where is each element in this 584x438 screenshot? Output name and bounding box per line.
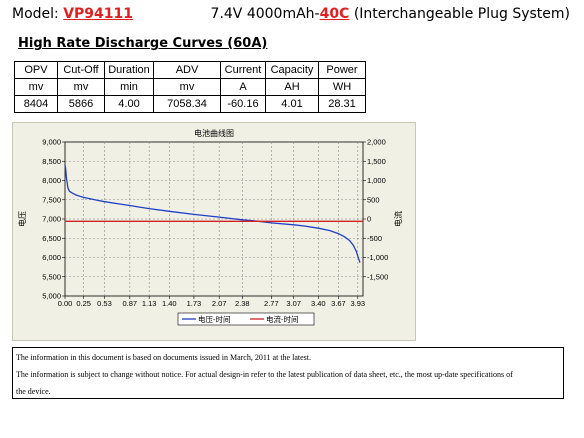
table-cell: -60.16: [220, 95, 266, 113]
x-tick-label: 3.40: [311, 299, 326, 308]
y2-axis-label: 电流: [393, 211, 403, 227]
x-tick-label: 1.40: [162, 299, 177, 308]
y2-tick-label: 1,500: [367, 157, 386, 166]
table-header-row: OPV Cut-Off Duration ADV Current Capacit…: [14, 61, 366, 79]
table-cell: mv: [153, 78, 221, 96]
section-title-text: High Rate Discharge Curves (60A): [18, 36, 268, 51]
y-tick-label: 8,500: [42, 157, 61, 166]
table-cell: WH: [318, 78, 366, 96]
discharge-spec-table: OPV Cut-Off Duration ADV Current Capacit…: [14, 61, 366, 113]
x-tick-label: 0.53: [97, 299, 112, 308]
x-tick-label: 1.73: [187, 299, 202, 308]
table-cell: A: [220, 78, 266, 96]
y-tick-label: 7,500: [42, 195, 61, 204]
y2-tick-label: -1,000: [367, 253, 388, 262]
disclaimer-line: The information in this document is base…: [16, 353, 311, 362]
table-cell: 8404: [14, 95, 58, 113]
y-tick-label: 9,000: [42, 138, 61, 147]
table-cell: OPV: [14, 61, 58, 79]
table-cell: 4.01: [265, 95, 319, 113]
x-tick-label: 3.07: [286, 299, 301, 308]
y2-tick-label: 1,000: [367, 176, 386, 185]
x-tick-label: 3.93: [350, 299, 365, 308]
voltage-series-line: [64, 164, 361, 263]
y2-tick-label: 500: [367, 195, 380, 204]
discharge-chart: 电池曲线图 5,000 5,500 6,000 6,500 7,000 7,500 8,000…: [12, 122, 416, 341]
chart-canvas: 电池曲线图 5,000 5,500 6,000 6,500 7,000 7,500 8,000…: [17, 128, 403, 326]
table-cell: 4.00: [104, 95, 154, 113]
document-header: Model: VP94111 7.4V 4000mAh-40C (Interch…: [12, 4, 572, 26]
y-tick-label: 8,000: [42, 176, 61, 185]
table-cell: Current: [220, 61, 266, 79]
model-prefix: Model:: [12, 6, 64, 22]
x-tick-label: 0.87: [123, 299, 138, 308]
x-tick-label: 0.25: [76, 299, 91, 308]
x-tick-label: 2.38: [235, 299, 250, 308]
x-tick-label: 1.13: [142, 299, 157, 308]
x-tick-label: 0.00: [58, 299, 73, 308]
battery-spec: 7.4V 4000mAh-40C (Interchangeable Plug S…: [211, 6, 570, 22]
disclaimer-line: the device.: [16, 387, 51, 396]
table-cell: Duration: [104, 61, 154, 79]
table-cell: AH: [265, 78, 319, 96]
table-cell: Capacity: [265, 61, 319, 79]
legend-label: 电流-时间: [266, 314, 299, 324]
y-tick-label: 6,000: [42, 253, 61, 262]
spec-suffix: (Interchangeable Plug System): [349, 6, 570, 22]
chart-legend: [177, 312, 315, 326]
y-tick-label: 7,000: [42, 215, 61, 224]
disclaimer-box: The information in this document is base…: [12, 347, 564, 399]
spec-prefix: 7.4V 4000mAh-: [210, 6, 320, 22]
spec-rate: 40C: [319, 6, 350, 22]
table-cell: min: [104, 78, 154, 96]
y-tick-label: 5,500: [42, 272, 61, 281]
chart-title: 电池曲线图: [194, 128, 234, 138]
x-tick-label: 3.67: [331, 299, 346, 308]
y2-tick-label: 2,000: [367, 138, 386, 147]
x-tick-label: 2.07: [212, 299, 227, 308]
table-cell: 28.31: [318, 95, 366, 113]
table-values-row: 8404 5866 4.00 7058.34 -60.16 4.01 28.31: [14, 95, 366, 113]
table-cell: mv: [14, 78, 58, 96]
model-code: VP94111: [63, 6, 134, 22]
table-cell: Power: [318, 61, 366, 79]
y-tick-label: 5,000: [42, 292, 61, 301]
model-label: Model: VP94111: [12, 6, 133, 22]
y2-tick-label: 0: [367, 215, 371, 224]
table-units-row: mv mv min mv A AH WH: [14, 78, 366, 96]
table-cell: mv: [57, 78, 105, 96]
y-tick-label: 6,500: [42, 234, 61, 243]
table-cell: ADV: [153, 61, 221, 79]
disclaimer-line: The information is subject to change wit…: [16, 370, 513, 379]
legend-label: 电压-时间: [198, 314, 231, 324]
table-cell: 7058.34: [153, 95, 221, 113]
y-axis-label: 电压: [17, 211, 27, 227]
table-cell: Cut-Off: [57, 61, 105, 79]
x-tick-label: 2.77: [264, 299, 279, 308]
y2-tick-label: -1,500: [367, 272, 388, 281]
section-title: High Rate Discharge Curves (60A): [18, 36, 267, 51]
y2-tick-label: -500: [367, 234, 382, 243]
table-cell: 5866: [57, 95, 105, 113]
